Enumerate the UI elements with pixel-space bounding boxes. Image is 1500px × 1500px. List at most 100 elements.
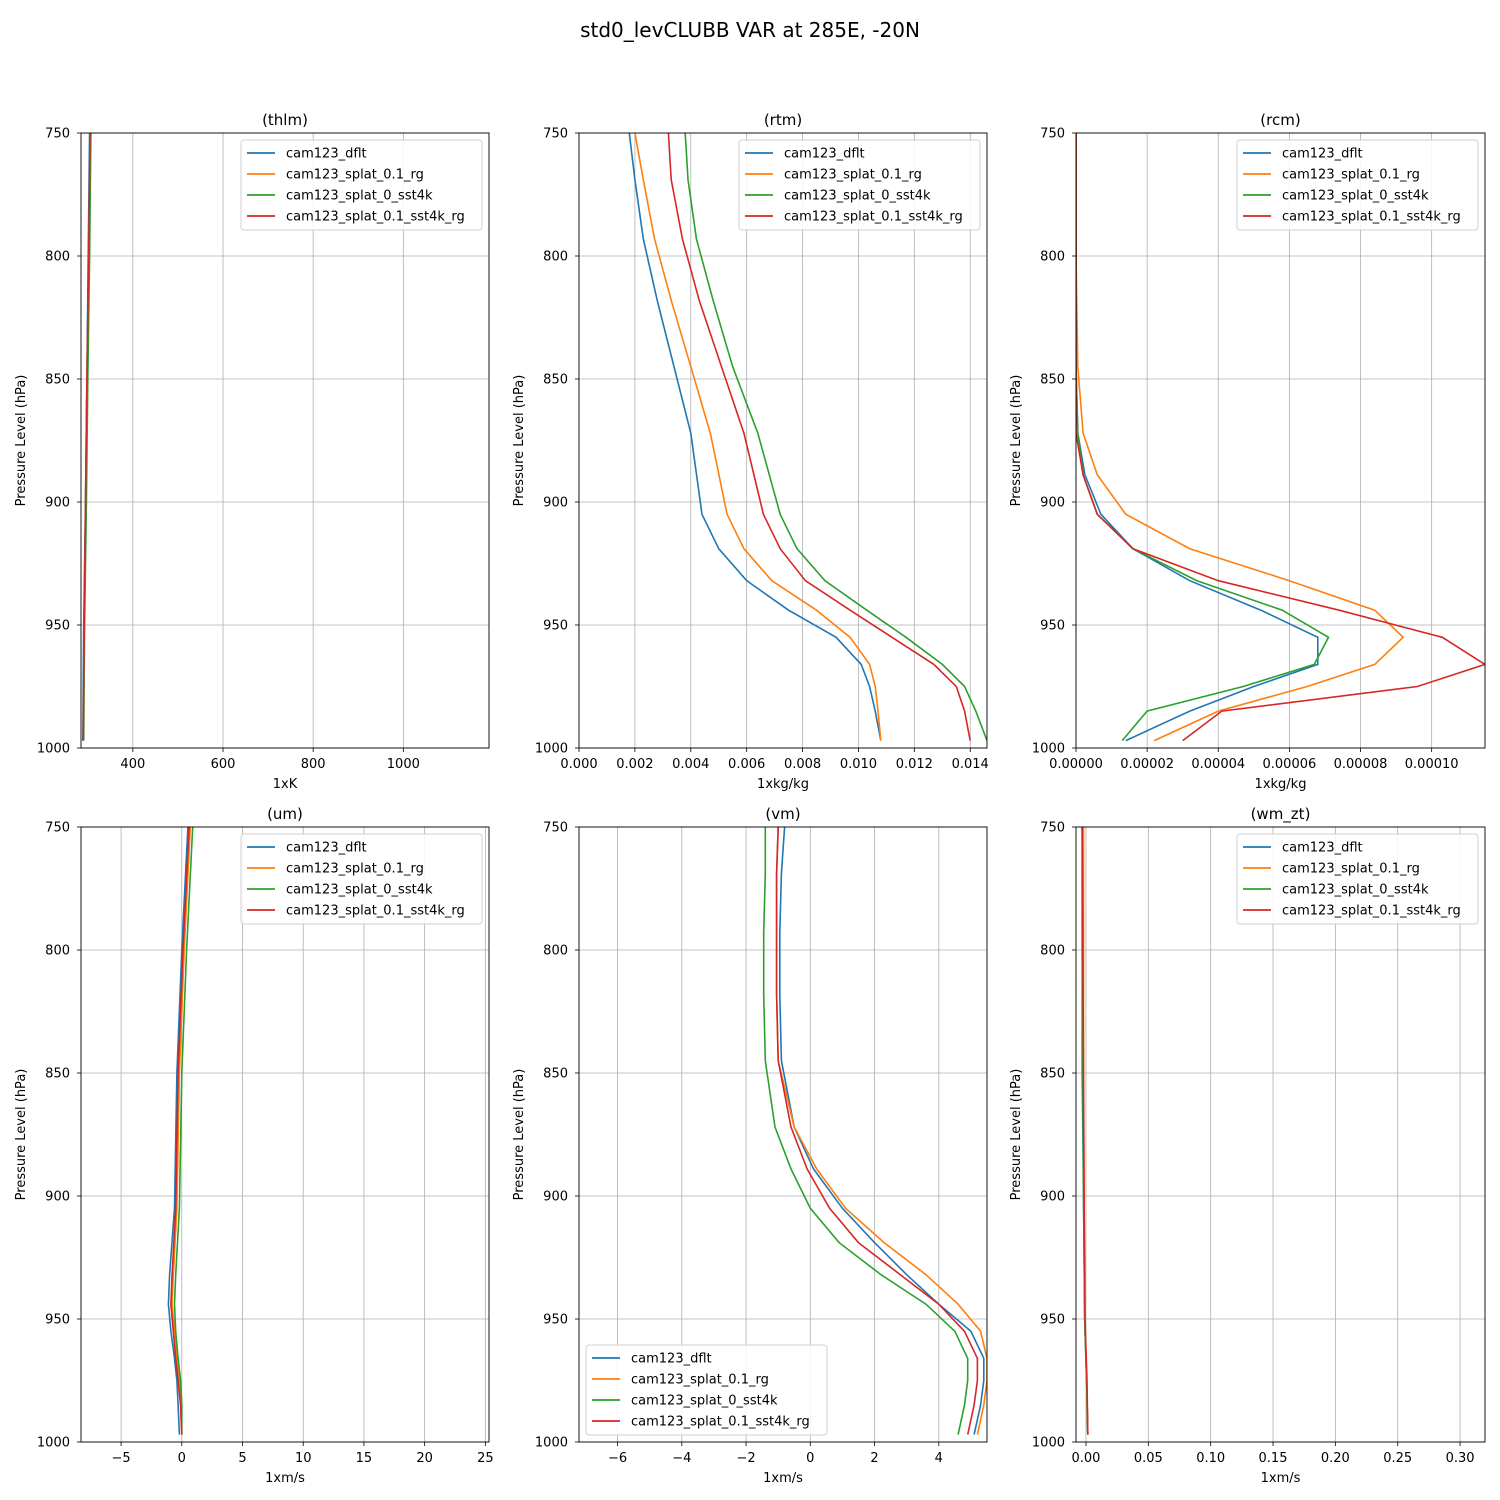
x-tick-label: 0.00 — [1071, 1451, 1100, 1466]
y-axis-label: Pressure Level (hPa) — [14, 1069, 29, 1201]
y-tick-label: 800 — [45, 250, 70, 265]
y-tick-label: 850 — [543, 373, 568, 388]
y-axis-label: Pressure Level (hPa) — [14, 375, 29, 507]
legend: cam123_dflt cam123_splat_0.1_rg cam123_spl… — [1236, 139, 1479, 231]
y-tick-label: 950 — [543, 619, 568, 634]
legend-entry: cam123_splat_0.1_sst4k_rg — [1282, 210, 1461, 225]
x-axis-label: 1xkg/kg — [757, 777, 809, 792]
legend-box — [240, 139, 483, 231]
axes-frame — [578, 132, 988, 749]
legend-box — [738, 139, 981, 231]
x-tick-label: 600 — [211, 757, 236, 772]
y-axis-label: Pressure Level (hPa) — [512, 1069, 527, 1201]
panel-rtm: 0.000 0.002 0.004 0.006 0.008 0.010 0.012 0.014… — [512, 111, 989, 792]
y-tick-label: 800 — [1040, 250, 1065, 265]
y-axis-label: Pressure Level (hPa) — [1009, 375, 1024, 507]
x-tick-label: 0.05 — [1134, 1451, 1163, 1466]
y-tick-label: 850 — [45, 373, 70, 388]
x-tick-label: 0.010 — [840, 757, 877, 772]
y-tick-label: 950 — [1040, 619, 1065, 634]
panel-title: (vm) — [765, 805, 800, 823]
legend-entry: cam123_dflt — [1282, 841, 1363, 856]
x-tick-label: 15 — [356, 1451, 373, 1466]
x-tick-label: 4 — [935, 1451, 943, 1466]
y-tick-label: 950 — [543, 1313, 568, 1328]
series-line-cam123_splat_0.1_sst4k_rg — [1076, 133, 1485, 742]
legend-box — [1236, 139, 1479, 231]
x-tick-label: 0.002 — [616, 757, 653, 772]
x-tick-label: 0.20 — [1321, 1451, 1350, 1466]
legend-entry: cam123_dflt — [1282, 147, 1363, 162]
legend-box — [585, 1344, 828, 1436]
x-tick-label: 0 — [806, 1451, 814, 1466]
legend: cam123_dflt cam123_splat_0.1_rg cam123_spl… — [240, 833, 483, 925]
series-line-cam123_dflt — [778, 827, 985, 1435]
legend-entry: cam123_splat_0.1_rg — [286, 862, 424, 877]
series-line-cam123_splat_0.1_rg — [171, 827, 192, 1435]
legend-entry: cam123_splat_0.1_sst4k_rg — [286, 904, 465, 919]
legend-entry: cam123_dflt — [286, 841, 367, 856]
legend-entry: cam123_splat_0.1_rg — [1282, 862, 1420, 877]
y-tick-label: 900 — [1040, 1190, 1065, 1205]
y-tick-label: 1000 — [1032, 742, 1065, 757]
y-tick-label: 1000 — [37, 742, 70, 757]
x-tick-label: 0.00006 — [1263, 757, 1317, 772]
y-tick-label: 800 — [543, 250, 568, 265]
y-tick-label: 1000 — [535, 742, 568, 757]
x-tick-label: 0.00010 — [1405, 757, 1459, 772]
x-axis-label: 1xm/s — [763, 1471, 803, 1486]
x-tick-label: 0.00000 — [1049, 757, 1103, 772]
y-tick-label: 850 — [45, 1067, 70, 1082]
y-tick-label: 750 — [1040, 127, 1065, 142]
y-tick-label: 1000 — [1032, 1436, 1065, 1451]
axes-frame — [1075, 132, 1486, 749]
y-tick-label: 950 — [1040, 1313, 1065, 1328]
y-tick-label: 800 — [45, 944, 70, 959]
y-tick-label: 750 — [45, 821, 70, 836]
series-line-cam123_splat_0_sst4k — [684, 133, 987, 741]
x-tick-label: 0.000 — [560, 757, 597, 772]
legend-entry: cam123_dflt — [784, 147, 865, 162]
axes-frame — [80, 132, 490, 749]
legend-entry: cam123_splat_0_sst4k — [1282, 883, 1429, 898]
legend: cam123_dflt cam123_splat_0.1_rg cam123_spl… — [1236, 833, 1479, 925]
legend-box — [240, 833, 483, 925]
y-tick-label: 900 — [543, 1190, 568, 1205]
x-tick-label: 20 — [416, 1451, 433, 1466]
x-tick-label: 25 — [477, 1451, 494, 1466]
panel-rcm: 0.00000 0.00002 0.00004 0.00006 0.00008 0.000… — [1009, 111, 1486, 792]
x-tick-label: 10 — [295, 1451, 312, 1466]
legend-entry: cam123_splat_0.1_rg — [631, 1373, 769, 1388]
panel-title: (rcm) — [1260, 111, 1300, 129]
y-tick-label: 750 — [45, 127, 70, 142]
x-tick-label: 0.014 — [952, 757, 989, 772]
x-tick-label: 0 — [178, 1451, 186, 1466]
series-line-cam123_splat_0_sst4k — [173, 827, 194, 1435]
x-tick-label: −2 — [736, 1451, 755, 1466]
panel-title: (rtm) — [764, 111, 802, 129]
x-tick-label: 0.006 — [728, 757, 765, 772]
y-tick-label: 750 — [543, 127, 568, 142]
y-tick-label: 850 — [1040, 1067, 1065, 1082]
y-tick-label: 1000 — [535, 1436, 568, 1451]
panel-wm_zt: 0.00 0.05 0.10 0.15 0.20 0.25 0.30 750 800 850 900… — [1009, 805, 1486, 1486]
x-tick-label: 800 — [301, 757, 326, 772]
y-tick-label: 1000 — [37, 1436, 70, 1451]
legend: cam123_dflt cam123_splat_0.1_rg cam123_spl… — [585, 1344, 828, 1436]
legend-entry: cam123_dflt — [286, 147, 367, 162]
legend-entry: cam123_splat_0_sst4k — [286, 883, 433, 898]
legend-entry: cam123_splat_0_sst4k — [784, 189, 931, 204]
y-tick-label: 850 — [543, 1067, 568, 1082]
x-tick-label: −5 — [111, 1451, 130, 1466]
series-line-cam123_splat_0.1_rg — [1076, 133, 1405, 742]
x-tick-label: 0.012 — [896, 757, 933, 772]
legend-entry: cam123_splat_0.1_sst4k_rg — [286, 210, 465, 225]
x-tick-label: 0.10 — [1196, 1451, 1225, 1466]
axes-frame — [80, 826, 490, 1443]
panel-title: (thlm) — [262, 111, 308, 129]
y-tick-label: 900 — [1040, 496, 1065, 511]
x-axis-label: 1xm/s — [265, 1471, 305, 1486]
legend: cam123_dflt cam123_splat_0.1_rg cam123_spl… — [738, 139, 981, 231]
x-tick-label: 0.004 — [672, 757, 709, 772]
